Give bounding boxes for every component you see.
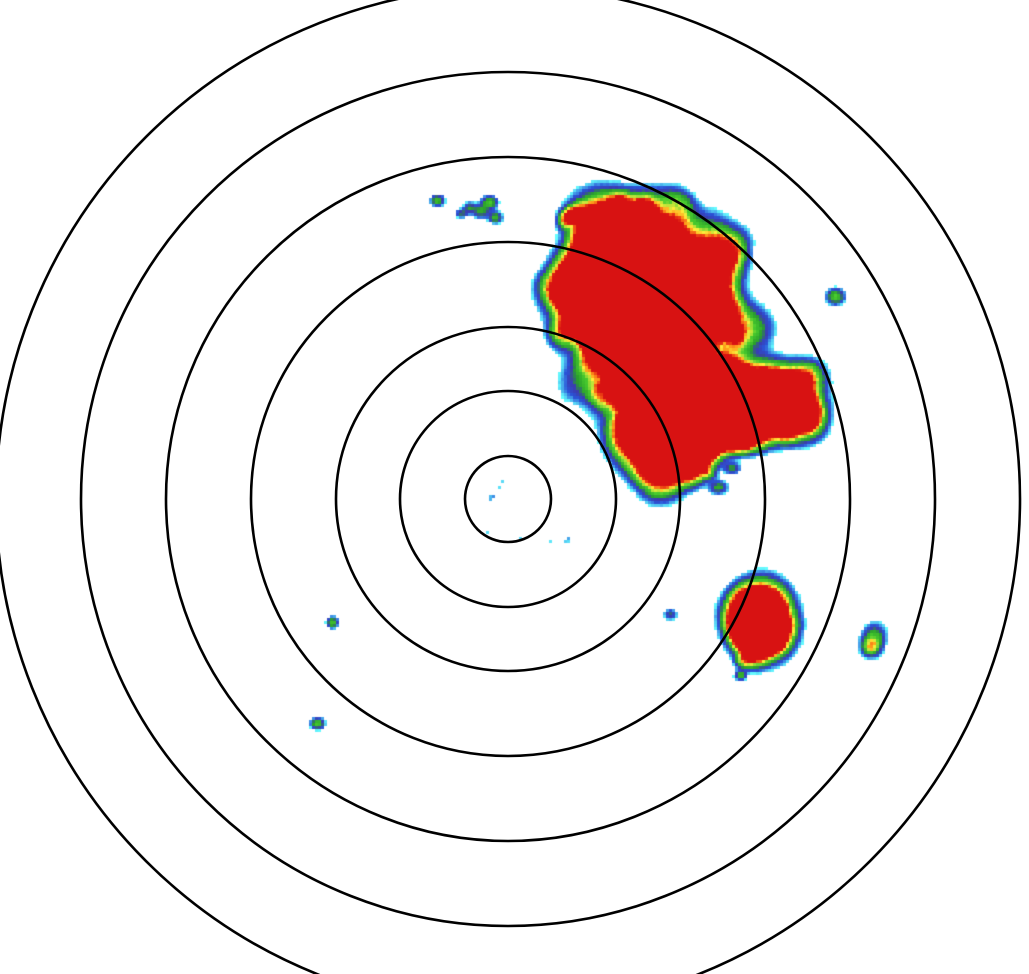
radar-ppi-display: Weather Radar PPI Reflectivity Display xyxy=(0,0,1029,974)
radar-reflectivity-layer xyxy=(0,0,1029,974)
